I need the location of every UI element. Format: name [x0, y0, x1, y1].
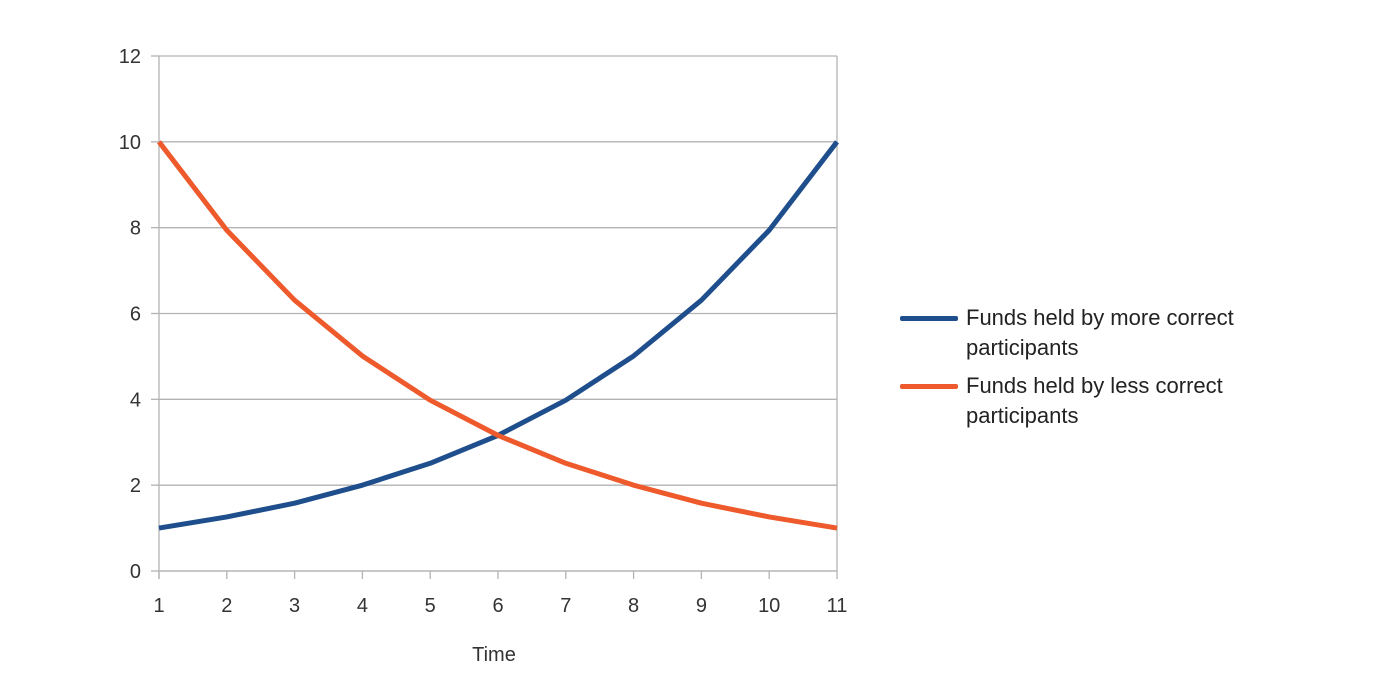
series-line-0: [158, 140, 839, 531]
legend-swatch-less-correct: [900, 384, 958, 389]
x-tick-label-8: 8: [628, 595, 639, 617]
x-tick-label-2: 2: [221, 595, 232, 617]
y-tick-label-6: 6: [130, 304, 141, 326]
y-tick-label-8: 8: [130, 218, 141, 240]
x-tick-label-1: 1: [153, 595, 164, 617]
series-lines: [157, 140, 839, 531]
x-tick-label-4: 4: [357, 595, 368, 617]
x-tick-label-9: 9: [696, 595, 707, 617]
x-tick-label-10: 10: [758, 595, 780, 617]
legend-label-more-correct: Funds held by more correct participants: [966, 305, 1234, 360]
series-line-1: [157, 140, 838, 531]
y-tick-label-0: 0: [130, 561, 141, 583]
x-tick-label-6: 6: [492, 595, 503, 617]
y-tick-label-12: 12: [119, 46, 141, 68]
x-tick-label-7: 7: [560, 595, 571, 617]
legend-swatch-more-correct: [900, 316, 958, 321]
x-axis-title: Time: [472, 644, 516, 666]
axes: [151, 55, 838, 579]
x-tick-label-3: 3: [289, 595, 300, 617]
legend-item-less-correct: Funds held by less correct participants: [900, 371, 1340, 431]
y-tick-label-4: 4: [130, 389, 141, 411]
legend-item-more-correct: Funds held by more correct participants: [900, 303, 1340, 363]
x-tick-label-5: 5: [425, 595, 436, 617]
gridlines: [159, 55, 837, 572]
x-tick-label-11: 11: [827, 595, 848, 617]
legend: Funds held by more correct participants …: [900, 303, 1340, 439]
y-tick-label-2: 2: [130, 475, 141, 497]
legend-label-less-correct: Funds held by less correct participants: [966, 373, 1223, 428]
y-tick-label-10: 10: [119, 132, 141, 154]
